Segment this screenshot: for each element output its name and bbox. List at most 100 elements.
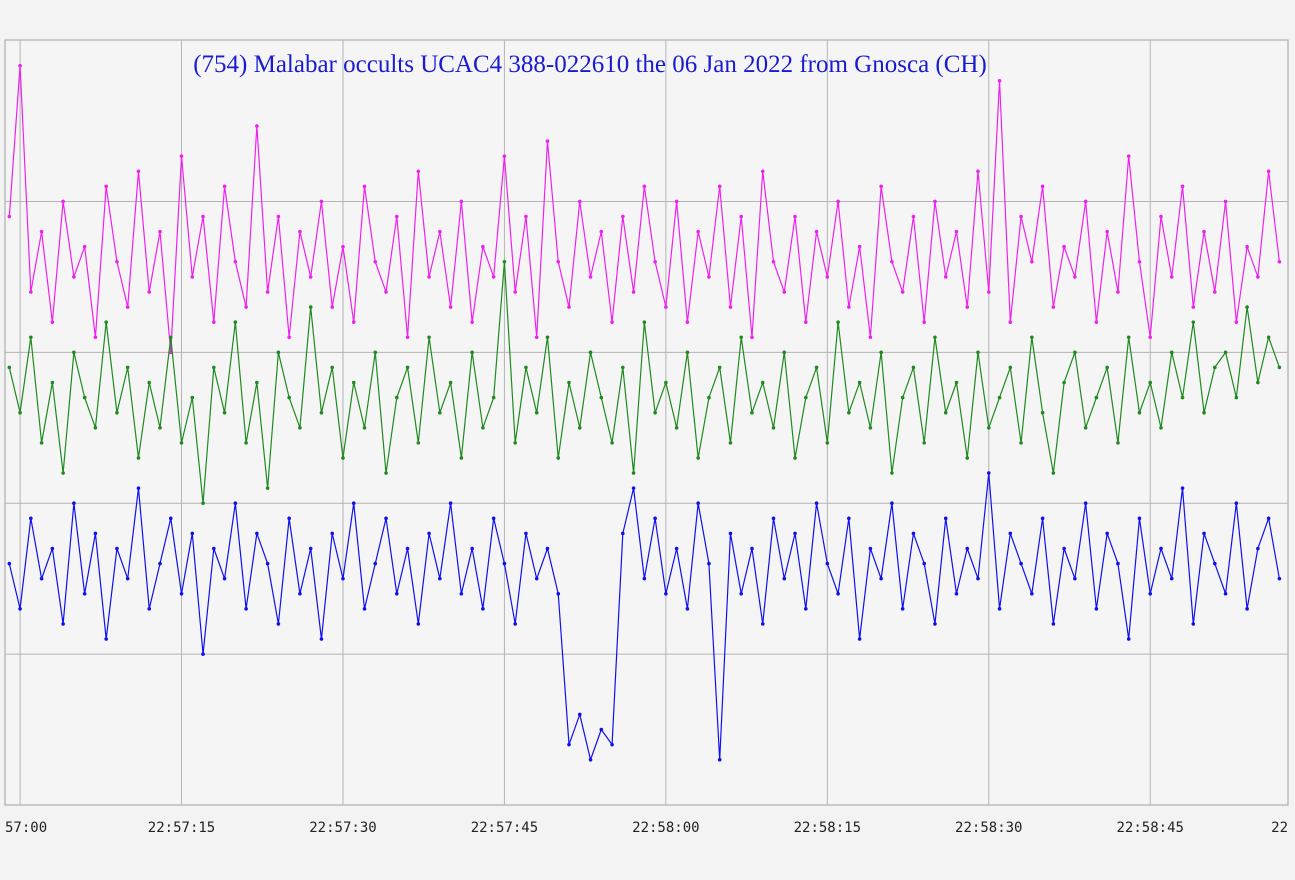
data-point bbox=[1180, 395, 1185, 400]
data-point bbox=[319, 410, 324, 415]
data-point bbox=[836, 199, 840, 204]
data-point bbox=[287, 395, 291, 400]
data-point bbox=[362, 425, 367, 430]
data-point bbox=[373, 350, 378, 355]
data-point bbox=[1083, 425, 1088, 430]
data-point bbox=[696, 229, 700, 234]
data-point bbox=[158, 425, 162, 430]
data-point bbox=[599, 395, 604, 400]
data-point bbox=[771, 260, 776, 264]
data-point bbox=[664, 591, 668, 596]
data-point bbox=[125, 305, 130, 309]
data-point bbox=[1148, 335, 1153, 340]
data-point bbox=[513, 622, 517, 626]
data-point bbox=[1191, 320, 1196, 324]
data-point bbox=[545, 139, 550, 143]
data-point bbox=[82, 591, 87, 596]
data-point bbox=[1030, 260, 1034, 264]
data-point bbox=[308, 275, 313, 279]
data-point bbox=[685, 350, 690, 355]
data-point bbox=[244, 305, 248, 309]
data-point bbox=[1213, 290, 1217, 294]
data-point bbox=[986, 471, 991, 475]
data-point bbox=[405, 546, 410, 551]
data-point bbox=[545, 546, 550, 551]
data-point bbox=[93, 425, 98, 430]
data-point bbox=[1148, 380, 1153, 385]
data-point bbox=[222, 184, 227, 189]
data-point bbox=[954, 229, 959, 234]
data-point bbox=[524, 365, 528, 370]
data-point bbox=[72, 350, 76, 355]
data-point bbox=[1159, 425, 1163, 430]
data-point bbox=[427, 335, 431, 340]
data-point bbox=[825, 561, 830, 566]
data-point bbox=[491, 516, 496, 521]
data-point bbox=[319, 637, 324, 641]
data-point bbox=[900, 395, 905, 400]
data-point bbox=[965, 305, 970, 309]
data-point bbox=[115, 410, 119, 415]
data-point bbox=[567, 380, 571, 385]
data-point bbox=[524, 214, 528, 219]
data-point bbox=[545, 335, 550, 340]
data-point bbox=[104, 184, 108, 189]
data-point bbox=[1094, 320, 1099, 324]
data-point bbox=[1116, 441, 1120, 445]
data-point bbox=[793, 531, 797, 536]
data-point bbox=[244, 607, 248, 611]
data-point bbox=[1126, 637, 1131, 641]
data-point bbox=[825, 275, 830, 279]
data-point bbox=[750, 335, 754, 340]
data-point bbox=[793, 214, 797, 219]
data-point bbox=[890, 471, 894, 475]
data-point bbox=[1094, 607, 1099, 611]
data-point bbox=[997, 78, 1002, 83]
data-point bbox=[104, 320, 108, 324]
data-point bbox=[577, 712, 582, 717]
data-point bbox=[1234, 320, 1239, 324]
data-point bbox=[803, 320, 808, 324]
data-point bbox=[621, 531, 625, 536]
data-point bbox=[72, 501, 76, 506]
data-point bbox=[631, 471, 636, 475]
data-point bbox=[1266, 169, 1271, 174]
data-point bbox=[1159, 546, 1163, 551]
data-point bbox=[1191, 622, 1196, 626]
data-point bbox=[653, 410, 657, 415]
data-point bbox=[933, 199, 937, 204]
data-point bbox=[610, 320, 614, 324]
data-point bbox=[39, 229, 44, 234]
data-point bbox=[857, 380, 862, 385]
data-point bbox=[1277, 576, 1282, 581]
data-point bbox=[900, 607, 905, 611]
data-point bbox=[201, 501, 205, 506]
data-point bbox=[793, 456, 797, 460]
data-point bbox=[481, 244, 485, 249]
data-point bbox=[814, 229, 819, 234]
x-tick-label: 22:57:30 bbox=[309, 820, 376, 836]
data-point bbox=[18, 410, 22, 415]
data-point bbox=[1266, 516, 1271, 521]
data-point bbox=[351, 380, 356, 385]
data-point bbox=[933, 335, 937, 340]
data-point bbox=[997, 395, 1002, 400]
data-point bbox=[255, 380, 259, 385]
data-point bbox=[577, 425, 582, 430]
data-point bbox=[93, 531, 98, 536]
data-point bbox=[244, 441, 248, 445]
data-point bbox=[265, 561, 270, 566]
data-point bbox=[50, 380, 55, 385]
data-point bbox=[1040, 516, 1045, 521]
data-point bbox=[416, 441, 421, 445]
data-point bbox=[513, 290, 517, 294]
data-point bbox=[190, 275, 195, 279]
data-point bbox=[588, 757, 593, 762]
data-point bbox=[911, 214, 916, 219]
data-point bbox=[588, 275, 593, 279]
x-tick-label: 22:57:15 bbox=[148, 820, 215, 836]
data-point bbox=[986, 425, 991, 430]
data-point bbox=[685, 607, 690, 611]
data-point bbox=[782, 350, 787, 355]
data-point bbox=[631, 290, 636, 294]
